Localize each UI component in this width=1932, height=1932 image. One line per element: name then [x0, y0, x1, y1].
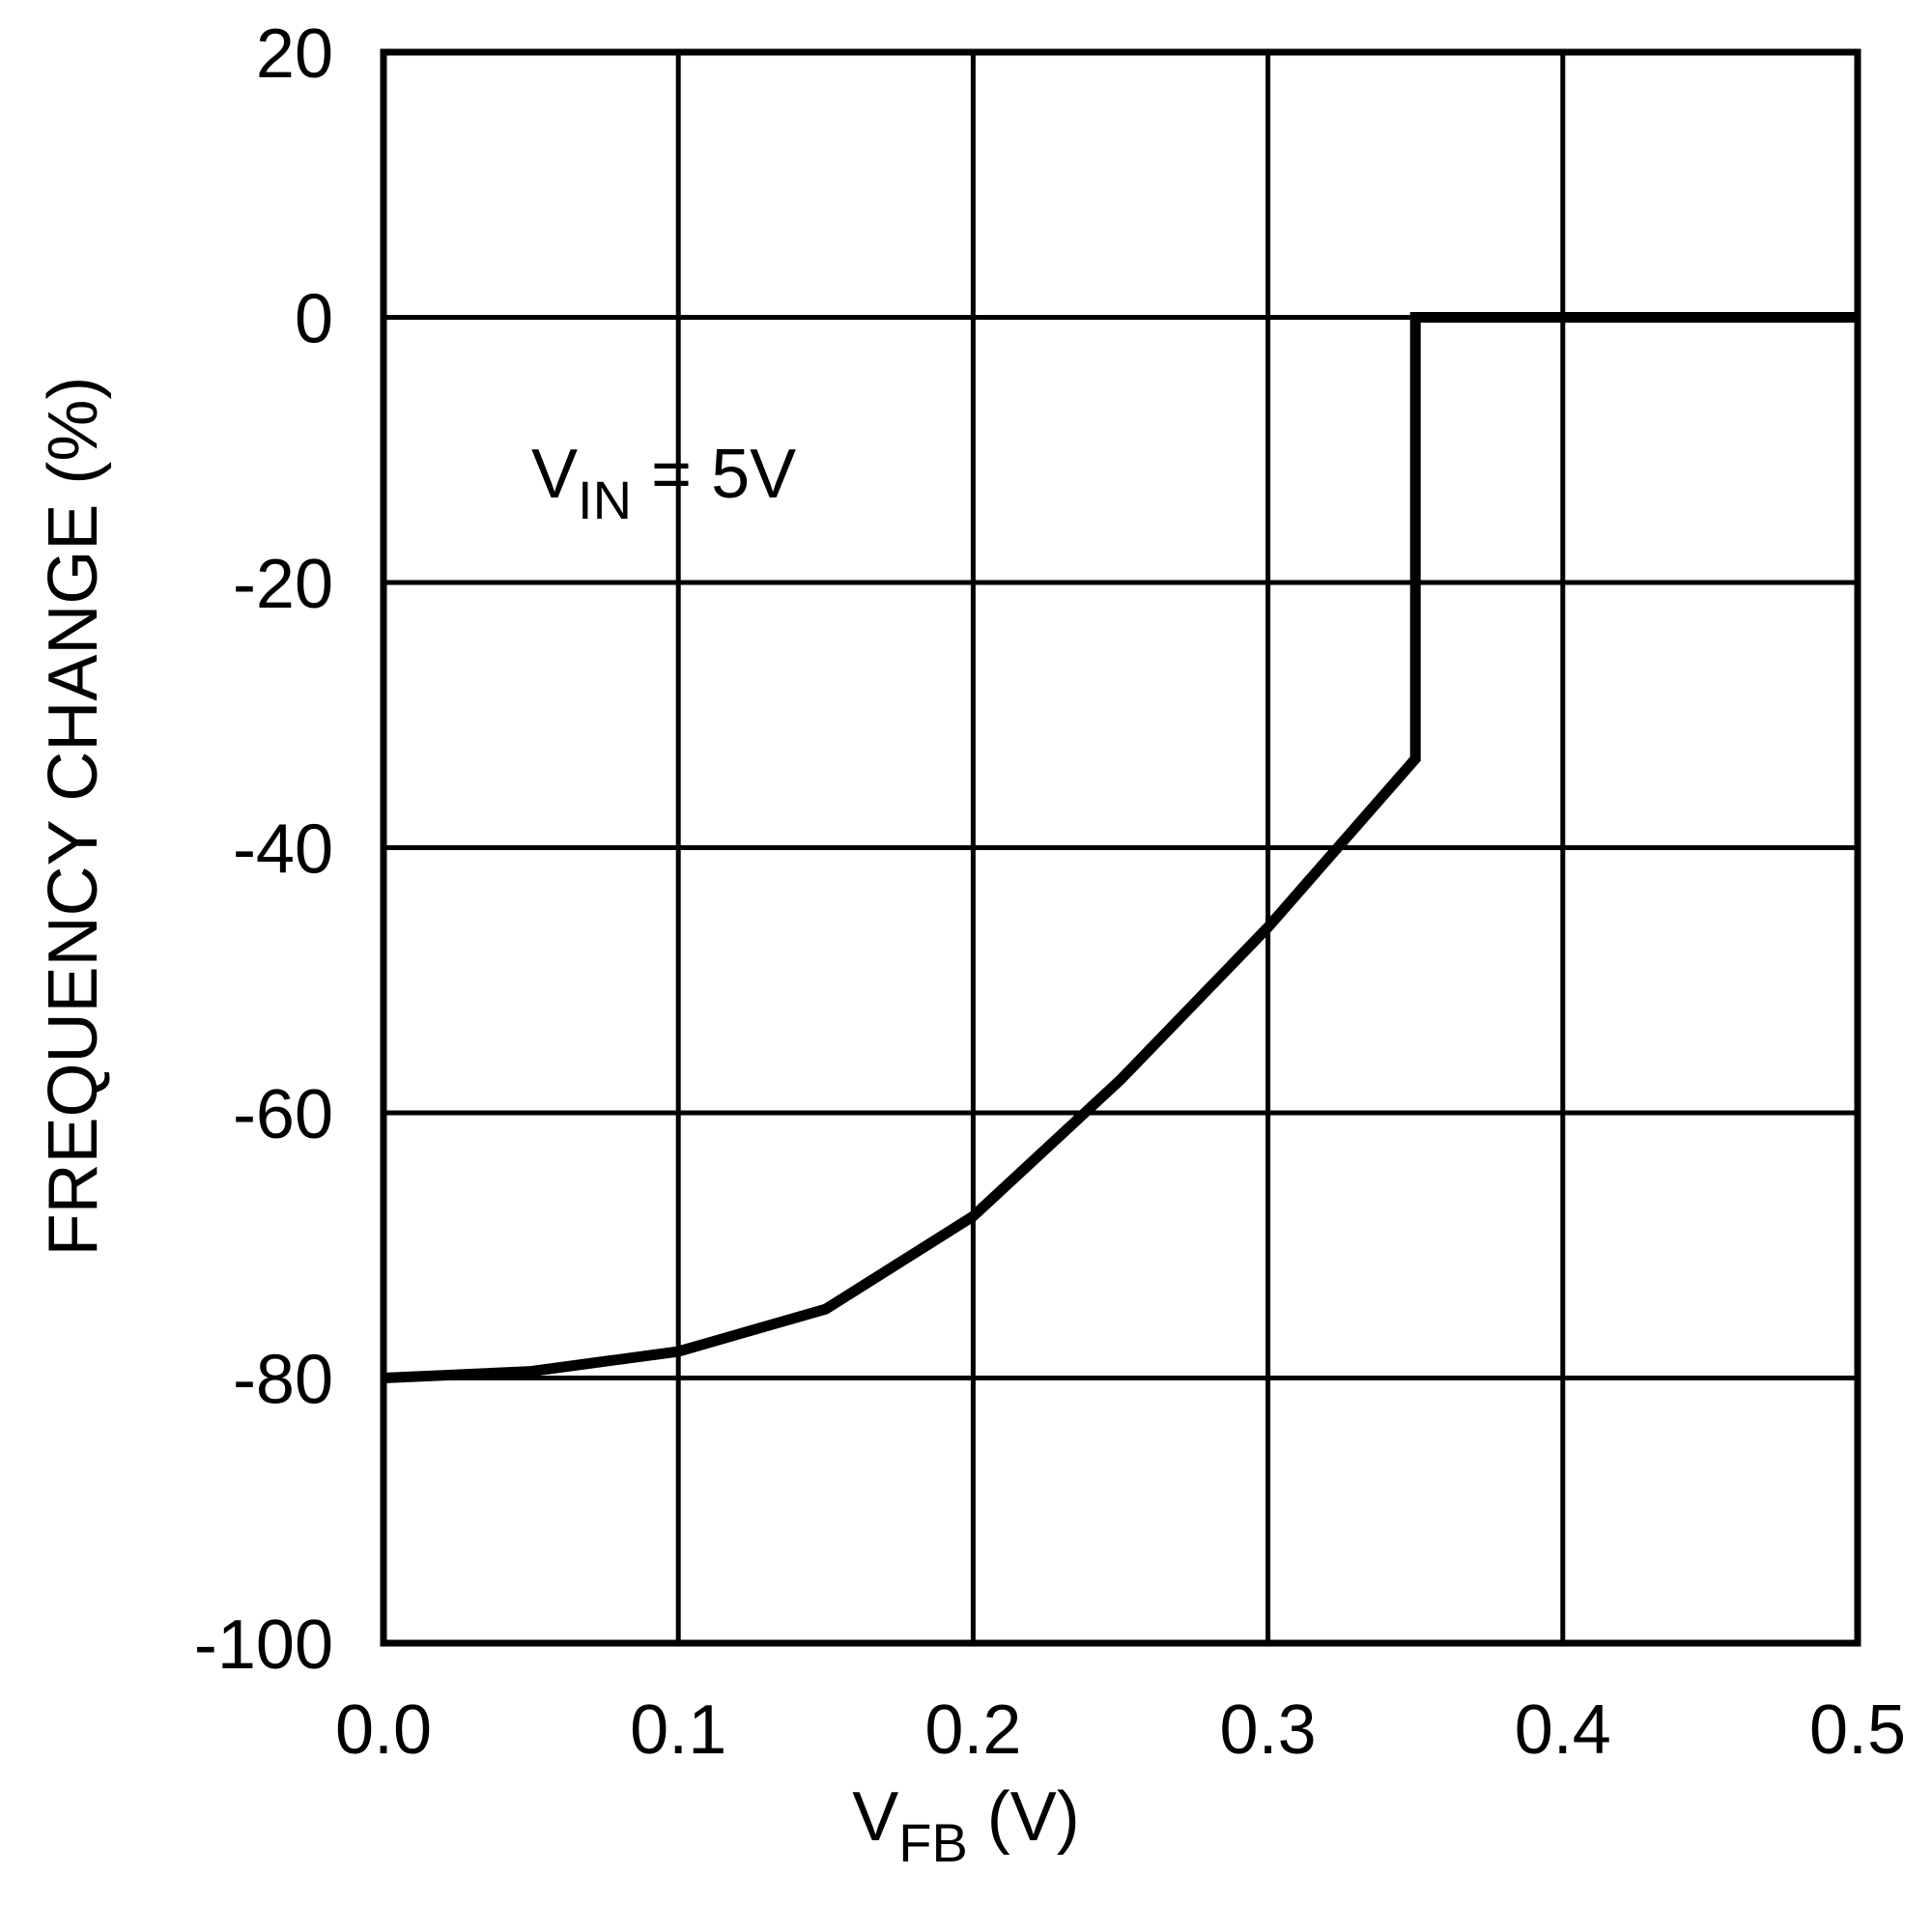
plot-frame — [380, 48, 1861, 1647]
x-tick-label: 0.2 — [924, 1691, 1021, 1769]
y-tick-label: 20 — [256, 15, 333, 93]
x-tick-labels: 0.0 0.1 0.2 0.3 0.4 0.5 — [335, 1691, 1906, 1769]
x-tick-label: 0.0 — [335, 1691, 432, 1769]
y-tick-label: 0 — [295, 281, 333, 358]
y-tick-label: -60 — [233, 1076, 333, 1153]
series — [383, 312, 1858, 1383]
x-tick-label: 0.4 — [1515, 1691, 1611, 1769]
annotation-vin: VIN = 5V — [531, 436, 796, 530]
y-tick-label: -80 — [233, 1342, 333, 1419]
y-axis-label: FREQUENCY CHANGE (%) — [35, 377, 112, 1257]
x-tick-label: 0.1 — [630, 1691, 726, 1769]
x-tick-label: 0.5 — [1809, 1691, 1906, 1769]
x-axis-label: VFB (V) — [852, 1778, 1080, 1873]
y-tick-label: -40 — [233, 811, 333, 889]
y-tick-labels: 20 0 -20 -40 -60 -80 -100 — [194, 15, 333, 1684]
y-tick-label: -100 — [194, 1606, 333, 1684]
y-tick-label: -20 — [233, 546, 333, 623]
series-line — [383, 312, 1858, 1383]
x-tick-label: 0.3 — [1220, 1691, 1317, 1769]
grid — [380, 48, 1861, 1647]
